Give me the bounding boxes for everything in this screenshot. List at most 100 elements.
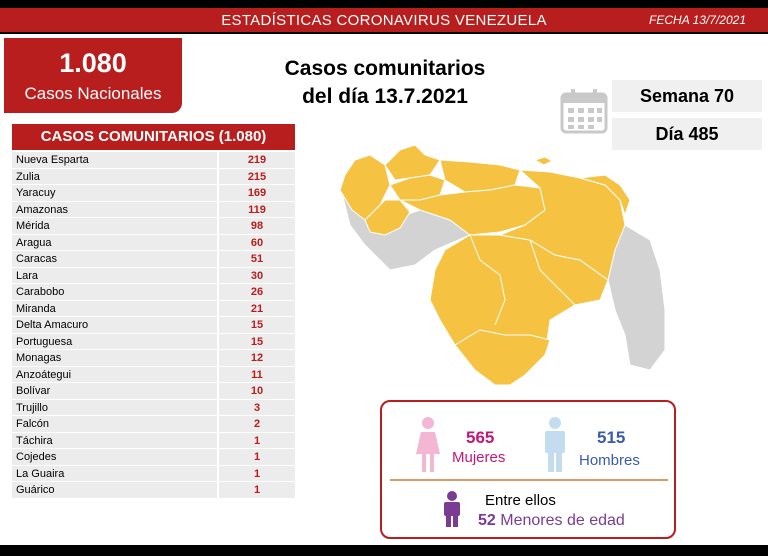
woman-icon [416,417,440,472]
table-row: Anzoátegui 11 [12,366,295,383]
state-name: Lara [12,267,217,283]
day-box: Día 485 [612,118,762,150]
table-row: Cojedes 1 [12,449,295,466]
table-row: Táchira 1 [12,432,295,449]
divider [390,479,668,481]
women-label: Mujeres [452,449,506,466]
national-cases-label: Casos Nacionales [24,84,162,103]
state-name: Cojedes [12,449,217,465]
state-value: 219 [219,152,295,168]
state-value: 30 [219,267,295,283]
minors-line: 52 Menores de edad [478,512,625,530]
table-row: Delta Amacuro 15 [12,317,295,334]
state-value: 21 [219,300,295,316]
minors-count: 52 [478,512,496,529]
state-name: Guárico [12,482,217,498]
gender-box: 565 Mujeres 515 Hombres Entre ellos 52 M… [380,400,676,539]
state-value: 15 [219,317,295,333]
list-header: CASOS COMUNITARIOS (1.080) [12,124,295,150]
state-value: 98 [219,218,295,234]
state-value: 1 [219,465,295,481]
table-row: Miranda 21 [12,300,295,317]
main-title-line2: del día 13.7.2021 [302,85,468,108]
state-value: 169 [219,185,295,201]
map-north-west [339,154,391,221]
men-label: Hombres [579,452,640,469]
table-row: Nueva Esparta 219 [12,152,295,169]
state-name: Caracas [12,251,217,267]
table-row: Zulia 215 [12,168,295,185]
state-value: 1 [219,432,295,448]
header-title: ESTADÍSTICAS CORONAVIRUS VENEZUELA [221,12,547,29]
state-name: Carabobo [12,284,217,300]
state-name: Amazonas [12,201,217,217]
table-row: Trujillo 3 [12,399,295,416]
man-icon [545,417,565,472]
state-value: 10 [219,383,295,399]
state-name: Táchira [12,432,217,448]
state-name: Trujillo [12,399,217,415]
state-name: Yaracuy [12,185,217,201]
state-name: Bolívar [12,383,217,399]
table-row: La Guaira 1 [12,465,295,482]
state-value: 60 [219,234,295,250]
bottom-bar [0,545,768,556]
state-name: La Guaira [12,465,217,481]
state-name: Aragua [12,234,217,250]
state-value: 2 [219,416,295,432]
state-value: 15 [219,333,295,349]
map-border [529,239,576,306]
state-value: 51 [219,251,295,267]
table-row: Amazonas 119 [12,201,295,218]
header-date: FECHA 13/7/2021 [649,13,746,27]
state-name: Nueva Esparta [12,152,217,168]
venezuela-map [339,144,666,386]
map-south-lobe [454,329,551,386]
table-row: Carabobo 26 [12,284,295,301]
map-nueva-esparta [533,156,554,166]
women-count: 565 [466,428,495,447]
entre-ellos-label: Entre ellos [485,492,556,509]
map-falcon [384,144,441,181]
table-row: Mérida 98 [12,218,295,235]
map-delta [579,174,631,217]
map-andes [364,199,411,236]
header-bar: ESTADÍSTICAS CORONAVIRUS VENEZUELA FECHA… [0,8,768,32]
state-value: 119 [219,201,295,217]
table-row: Guárico 1 [12,482,295,499]
state-name: Miranda [12,300,217,316]
week-box: Semana 70 [612,80,762,112]
cases-list: Nueva Esparta 219 Zulia 215 Yaracuy 169 Amazon… [12,152,295,499]
state-name: Monagas [12,350,217,366]
men-count: 515 [597,428,626,447]
minors-label: Menores de edad [500,512,625,529]
table-row: Bolívar 10 [12,383,295,400]
national-cases-number: 1.080 [59,48,127,78]
table-row: Portuguesa 15 [12,333,295,350]
calendar-icon [560,89,608,134]
state-value: 1 [219,482,295,498]
state-value: 1 [219,449,295,465]
table-row: Caracas 51 [12,251,295,268]
main-title-line1: Casos comunitarios [284,57,486,80]
state-value: 26 [219,284,295,300]
table-row: Falcón 2 [12,416,295,433]
state-name: Anzoátegui [12,366,217,382]
state-name: Falcón [12,416,217,432]
state-name: Portuguesa [12,333,217,349]
table-row: Yaracuy 169 [12,185,295,202]
state-name: Delta Amacuro [12,317,217,333]
national-cases-box: 1.080 Casos Nacionales [4,38,182,113]
table-row: Monagas 12 [12,350,295,367]
state-value: 11 [219,366,295,382]
map-river [469,234,506,326]
table-row: Lara 30 [12,267,295,284]
main-title: Casos comunitarios del día 13.7.2021 [250,55,520,111]
state-value: 3 [219,399,295,415]
child-icon [444,491,460,527]
table-row: Aragua 60 [12,234,295,251]
state-value: 215 [219,168,295,184]
state-value: 12 [219,350,295,366]
state-name: Mérida [12,218,217,234]
